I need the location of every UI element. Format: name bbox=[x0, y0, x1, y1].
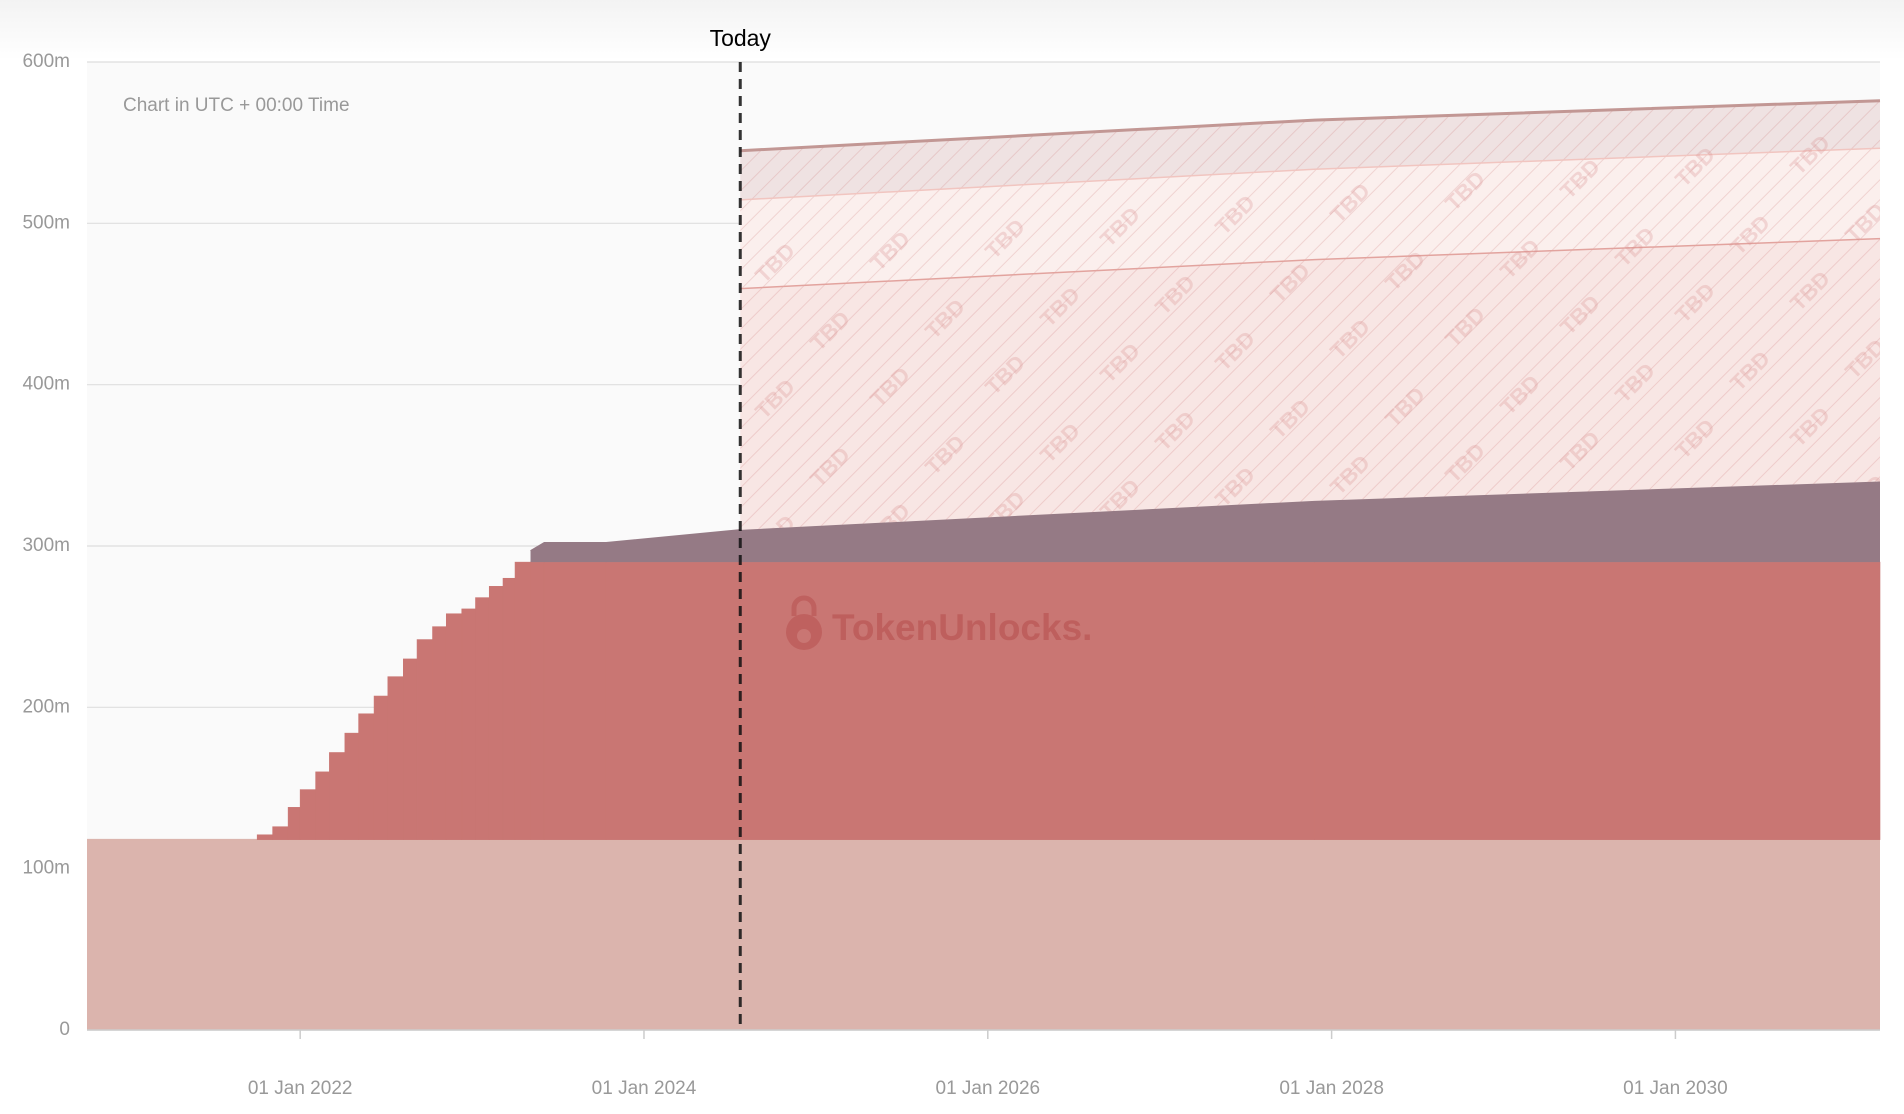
step-bar bbox=[445, 613, 463, 840]
y-tick-label: 500m bbox=[22, 212, 70, 233]
tbd-label: TBD bbox=[1900, 118, 1904, 168]
area-fill bbox=[87, 839, 1880, 1030]
x-tick-label: 01 Jan 2022 bbox=[248, 1078, 353, 1099]
step-bar bbox=[287, 807, 301, 840]
step-bar bbox=[461, 608, 476, 840]
step-bar bbox=[272, 826, 289, 840]
y-tick-label: 400m bbox=[22, 374, 70, 395]
step-bar bbox=[543, 561, 607, 840]
step-bar bbox=[387, 676, 404, 840]
step-bar bbox=[739, 561, 1315, 840]
area-line bbox=[530, 480, 1881, 552]
area-hatch bbox=[740, 237, 1880, 530]
step-bar bbox=[329, 752, 346, 840]
y-tick-label: 0 bbox=[59, 1019, 70, 1040]
y-tick-label: 200m bbox=[22, 696, 70, 717]
x-tick-label: 01 Jan 2028 bbox=[1279, 1078, 1384, 1099]
area-hatch bbox=[740, 147, 1880, 288]
y-tick-label: 300m bbox=[22, 535, 70, 556]
step-bar bbox=[256, 834, 273, 840]
tbd-label: TBD bbox=[1900, 526, 1904, 576]
x-tick-label: 01 Jan 2030 bbox=[1623, 1078, 1728, 1099]
step-bar bbox=[373, 695, 389, 840]
x-tick-label: 01 Jan 2024 bbox=[592, 1078, 697, 1099]
watermark: TokenUnlocks. bbox=[832, 607, 1092, 648]
step-bar bbox=[605, 561, 741, 840]
step-bar bbox=[514, 561, 531, 840]
step-bar bbox=[315, 771, 330, 840]
today-label: Today bbox=[710, 25, 772, 51]
step-bar bbox=[530, 561, 545, 840]
step-bar bbox=[502, 577, 516, 840]
annotation: Chart in UTC + 00:00 Time bbox=[123, 95, 350, 116]
area-line bbox=[740, 99, 1881, 153]
watermark-icon bbox=[786, 595, 822, 650]
step-bar bbox=[416, 639, 433, 840]
x-tick-label: 01 Jan 2026 bbox=[936, 1078, 1041, 1099]
step-bar bbox=[299, 789, 316, 840]
y-tick-label: 100m bbox=[22, 858, 70, 879]
area-hatch bbox=[740, 100, 1880, 200]
step-bar bbox=[358, 713, 375, 840]
step-bar bbox=[403, 658, 418, 840]
step-bar bbox=[432, 626, 447, 840]
step-bar bbox=[344, 732, 359, 840]
tbd-label: TBD bbox=[1900, 390, 1904, 440]
tbd-label: TBD bbox=[1900, 254, 1904, 304]
area-fill bbox=[530, 481, 1881, 563]
step-bar bbox=[475, 597, 490, 840]
step-bar bbox=[488, 586, 504, 840]
step-bar bbox=[1314, 561, 1881, 840]
y-tick-label: 600m bbox=[22, 51, 70, 72]
